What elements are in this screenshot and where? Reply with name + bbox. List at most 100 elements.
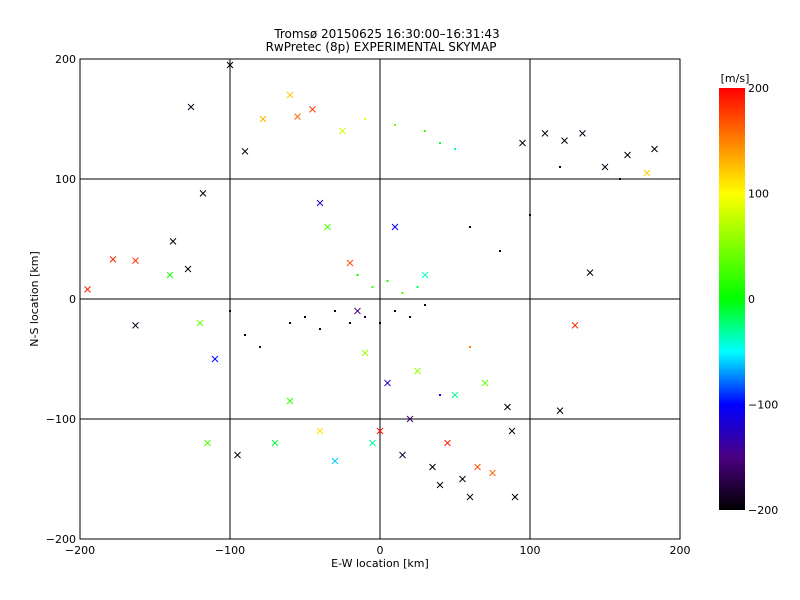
data-point-dot <box>334 310 336 312</box>
data-point-cross <box>324 223 331 231</box>
data-point-cross <box>294 113 301 120</box>
data-point-dot <box>356 274 359 276</box>
data-point-cross <box>474 463 481 471</box>
data-point-cross <box>489 469 496 477</box>
x-tick-label: −200 <box>65 544 95 557</box>
data-point-cross <box>132 257 139 264</box>
data-point-cross <box>586 269 594 276</box>
data-point-cross <box>196 319 204 327</box>
data-point-dot <box>416 286 419 288</box>
data-point-cross <box>481 379 489 387</box>
data-point-cross <box>354 307 361 315</box>
colorbar-label: [m/s] <box>721 72 750 85</box>
data-point-cross <box>519 139 526 147</box>
data-point-dot <box>394 124 396 126</box>
data-point-dot <box>319 328 321 330</box>
y-tick-label: −200 <box>46 533 76 546</box>
data-point-cross <box>184 265 192 273</box>
data-point-cross <box>391 223 399 231</box>
x-axis-label: E-W location [km] <box>331 557 429 570</box>
data-point-cross <box>571 322 579 329</box>
data-point-dot <box>559 166 561 168</box>
data-point-dot <box>619 178 621 180</box>
data-point-dot <box>304 316 306 318</box>
data-point-cross <box>579 130 586 137</box>
data-point-cross <box>166 271 174 279</box>
data-point-cross <box>556 407 564 414</box>
data-point-dot <box>364 316 366 318</box>
data-point-dot <box>454 148 456 150</box>
data-point-dot <box>424 304 426 306</box>
data-point-cross <box>286 397 294 405</box>
data-point-cross <box>331 457 339 465</box>
x-tick-label: 100 <box>520 544 541 557</box>
data-point-cross <box>511 493 519 501</box>
data-point-cross <box>643 169 651 177</box>
data-point-dot <box>289 322 291 324</box>
data-point-cross <box>459 475 466 483</box>
data-point-cross <box>624 151 631 159</box>
data-point-dot <box>349 322 351 324</box>
data-point-cross <box>541 130 549 137</box>
data-point-cross <box>429 463 436 471</box>
data-point-dot <box>371 286 374 288</box>
data-point-cross <box>316 427 324 435</box>
data-point-cross <box>84 286 91 293</box>
data-point-cross <box>361 349 369 357</box>
data-point-dot <box>364 118 366 120</box>
data-point-cross <box>451 391 459 399</box>
data-point-cross <box>376 427 384 435</box>
colorbar-tick-label: 0 <box>748 293 755 306</box>
data-point-dot <box>469 226 471 228</box>
data-point-dot <box>424 130 426 132</box>
data-point-cross <box>309 106 316 113</box>
colorbar-tick-label: 100 <box>748 188 769 201</box>
grid-lines <box>80 59 680 539</box>
data-point-cross <box>504 403 511 411</box>
data-point-cross <box>109 256 117 263</box>
data-point-cross <box>271 439 279 447</box>
data-point-dot <box>409 316 411 318</box>
data-point-cross <box>508 427 516 435</box>
data-point-cross <box>187 103 195 111</box>
x-axis-ticks: −200 −100 0 100 200 <box>65 544 691 557</box>
data-point-cross <box>286 91 294 99</box>
data-point-dot <box>469 346 471 348</box>
data-point-dot <box>259 346 261 348</box>
colorbar-tick-label: −200 <box>748 504 778 517</box>
data-point-cross <box>436 481 444 489</box>
data-point-cross <box>169 238 177 245</box>
x-tick-label: −100 <box>215 544 245 557</box>
data-point-dot <box>229 310 231 312</box>
data-point-cross <box>316 199 324 207</box>
chart-title: Tromsø 20150625 16:30:00–16:31:43 <box>273 27 499 41</box>
data-point-cross <box>466 493 474 501</box>
data-point-cross <box>651 145 658 153</box>
data-point-dot <box>386 280 389 282</box>
y-axis-label: N-S location [km] <box>28 251 41 347</box>
data-point-dot <box>439 142 441 144</box>
colorbar <box>719 88 745 510</box>
chart-subtitle: RwPretec (8p) EXPERIMENTAL SKYMAP <box>266 40 497 54</box>
y-tick-label: −100 <box>46 413 76 426</box>
y-axis-ticks: −200 −100 0 100 200 <box>46 53 76 546</box>
data-point-cross <box>421 271 429 279</box>
data-point-cross <box>399 451 406 459</box>
data-point-cross <box>444 439 451 447</box>
data-point-dot <box>401 292 404 294</box>
data-point-dot <box>499 250 501 252</box>
x-tick-label: 200 <box>670 544 691 557</box>
data-point-dot <box>244 334 246 336</box>
y-tick-label: 0 <box>69 293 76 306</box>
colorbar-tick-label: 200 <box>748 82 769 95</box>
data-point-cross <box>199 190 207 197</box>
data-point-dot <box>439 394 441 396</box>
data-point-cross <box>234 451 241 459</box>
colorbar-tick-label: −100 <box>748 399 778 412</box>
data-point-dot <box>379 322 381 324</box>
data-point-cross <box>346 259 354 267</box>
data-points <box>84 61 658 501</box>
data-point-cross <box>561 137 568 144</box>
data-point-cross <box>339 127 346 135</box>
